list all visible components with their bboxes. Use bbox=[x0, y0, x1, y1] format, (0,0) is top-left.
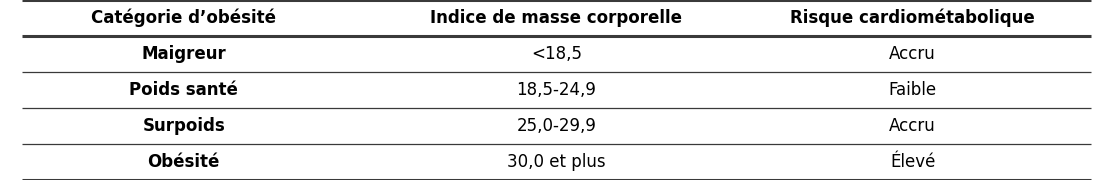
Text: Accru: Accru bbox=[889, 117, 936, 135]
Text: Indice de masse corporelle: Indice de masse corporelle bbox=[431, 9, 682, 27]
Text: Surpoids: Surpoids bbox=[142, 117, 225, 135]
Text: Maigreur: Maigreur bbox=[141, 45, 226, 63]
Text: Risque cardiométabolique: Risque cardiométabolique bbox=[790, 9, 1035, 27]
Text: 18,5-24,9: 18,5-24,9 bbox=[516, 81, 597, 99]
Text: Catégorie d’obésité: Catégorie d’obésité bbox=[91, 9, 276, 27]
Text: 25,0-29,9: 25,0-29,9 bbox=[516, 117, 597, 135]
Text: Accru: Accru bbox=[889, 45, 936, 63]
Text: 30,0 et plus: 30,0 et plus bbox=[508, 153, 605, 171]
Text: Faible: Faible bbox=[888, 81, 937, 99]
Text: Élevé: Élevé bbox=[890, 153, 935, 171]
Text: Poids santé: Poids santé bbox=[129, 81, 238, 99]
Text: <18,5: <18,5 bbox=[531, 45, 582, 63]
Text: Obésité: Obésité bbox=[147, 153, 220, 171]
